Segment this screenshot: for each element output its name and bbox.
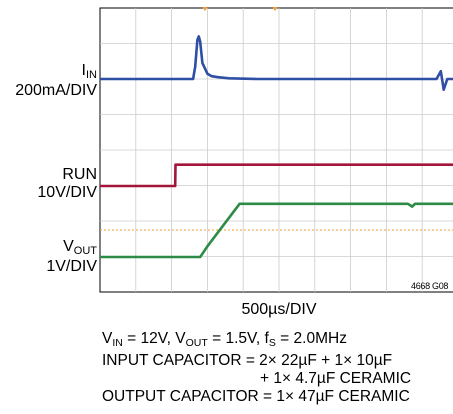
x-axis-label: 500µs/DIV	[241, 301, 317, 318]
run-trace	[100, 163, 453, 188]
iin-trace	[100, 35, 453, 91]
trigger-markers	[202, 7, 278, 11]
note-line-4: OUTPUT CAPACITOR = 1× 47µF CERAMIC	[102, 388, 410, 405]
note-line-1: VIN = 12V, VOUT = 1.5V, fS = 2.0MHz	[102, 330, 347, 349]
trigger-marker	[202, 7, 208, 11]
ch1-name: IIN	[81, 62, 97, 81]
plot-grid	[100, 8, 453, 292]
ch3-label: VOUT	[63, 238, 97, 257]
ch2-scale: 10V/DIV	[37, 184, 97, 201]
trigger-marker	[272, 7, 278, 11]
vout-trace	[100, 202, 453, 259]
trace-group	[100, 35, 453, 259]
ch1-scale: 200mA/DIV	[15, 82, 97, 99]
ch2-label: RUN	[62, 166, 97, 183]
ch3-scale: 1V/DIV	[46, 258, 97, 275]
ch1-label: IIN	[82, 62, 97, 84]
figure-id: 4668 G08	[411, 281, 449, 291]
note-line-2: INPUT CAPACITOR = 2× 22µF + 1× 10µF	[102, 352, 393, 369]
note-line-3: + 1× 4.7µF CERAMIC	[260, 370, 412, 387]
test-conditions: VIN = 12V, VOUT = 1.5V, fS = 2.0MHz INPU…	[102, 330, 411, 406]
